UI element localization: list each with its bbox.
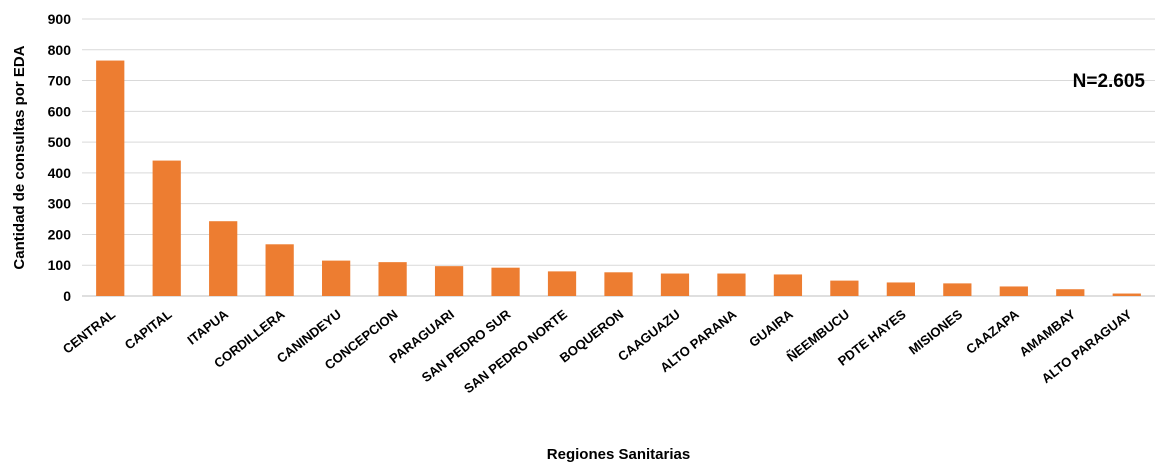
y-tick-labels: 0 100 200 300 400 500 600 700 800 900 — [48, 11, 72, 304]
bar-san-pedro-sur — [491, 267, 520, 296]
x-tick-label: SAN PEDRO NORTE — [461, 306, 570, 396]
y-tick-label: 800 — [48, 42, 72, 58]
x-tick-label: CAPITAL — [122, 307, 175, 353]
bar-central — [96, 60, 125, 296]
x-tick-labels: CENTRAL CAPITAL ITAPUACORDILLERACANINDEYUC… — [60, 306, 1135, 396]
bar-alto-paraguay — [1112, 293, 1141, 296]
bar-caaguazu — [660, 273, 690, 296]
x-tick-label: ITAPUA — [184, 306, 231, 347]
bar-guaira — [773, 274, 803, 296]
y-axis-label: Cantidad de consultas por EDA — [11, 45, 28, 269]
bars — [96, 60, 1141, 296]
y-tick-label: 600 — [48, 103, 72, 119]
bar-capital — [152, 160, 181, 296]
x-axis-label: Regiones Sanitarias — [547, 446, 690, 463]
y-tick-label: 700 — [48, 73, 72, 89]
x-tick-label: CAAZAPA — [963, 306, 1022, 357]
x-tick-label: MISIONES — [906, 306, 966, 357]
y-tick-label: 100 — [48, 257, 72, 273]
y-tick-label: 300 — [48, 196, 72, 212]
bar-canindeyu — [322, 260, 351, 296]
y-tick-label: 200 — [48, 226, 72, 242]
y-tick-label: 900 — [48, 11, 72, 27]
y-tick-label: 500 — [48, 134, 72, 150]
y-tick-label: 0 — [63, 288, 71, 304]
x-tick-label: GUAIRA — [746, 306, 796, 350]
total-annotation: N=2.605 — [1073, 71, 1146, 92]
bar-ñeembucu — [830, 280, 859, 296]
bar-paraguari — [434, 266, 464, 296]
bar-itapua — [209, 221, 238, 296]
x-tick-label: CENTRAL — [60, 307, 118, 357]
gridlines — [82, 18, 1155, 297]
bar-cordillera — [265, 244, 294, 296]
bar-misiones — [943, 283, 972, 296]
bar-caazapa — [999, 286, 1028, 296]
y-tick-label: 400 — [48, 165, 72, 181]
bar-boqueron — [604, 272, 633, 296]
bar-pdte-hayes — [886, 282, 915, 296]
bar-san-pedro-norte — [547, 271, 577, 296]
bar-alto-parana — [717, 273, 746, 296]
bar-amambay — [1056, 289, 1085, 296]
bar-concepcion — [378, 262, 407, 296]
